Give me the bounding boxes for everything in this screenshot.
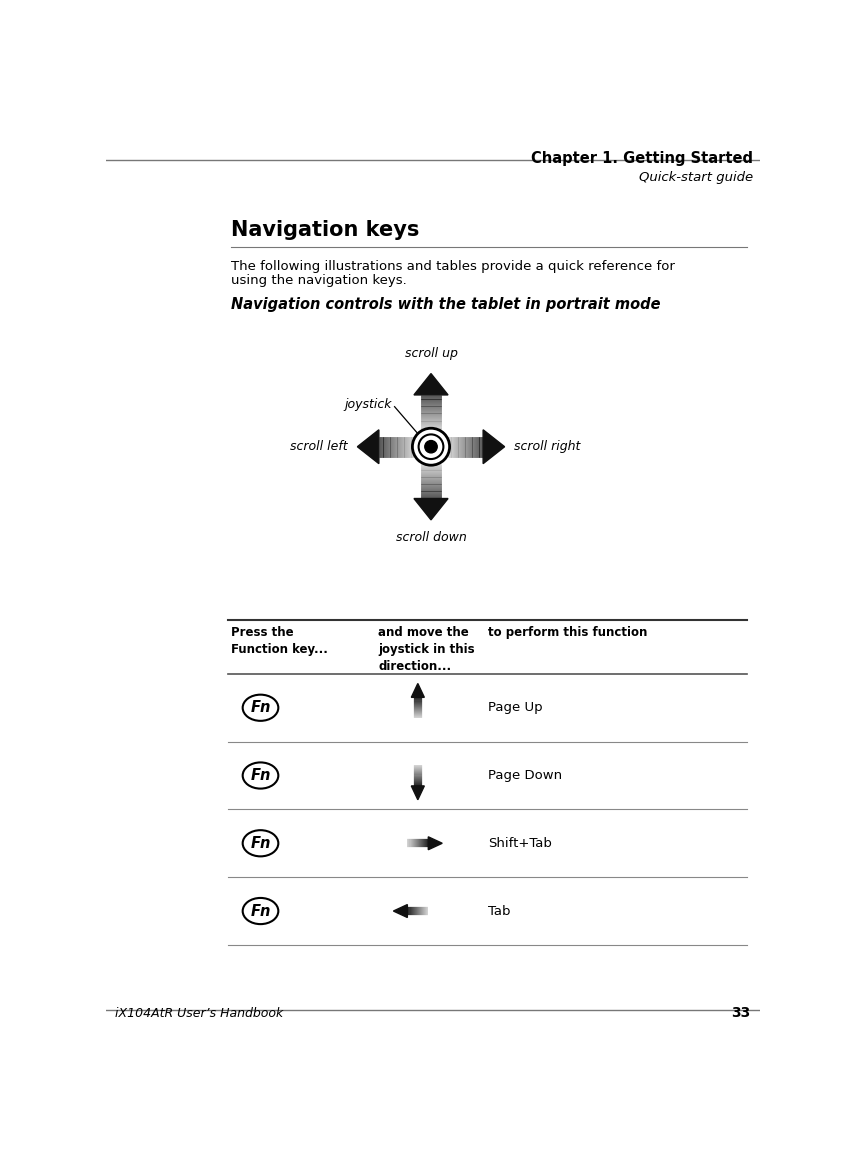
Text: Navigation keys: Navigation keys bbox=[231, 220, 419, 239]
Text: The following illustrations and tables provide a quick reference for: The following illustrations and tables p… bbox=[231, 260, 675, 273]
Text: Quick-start guide: Quick-start guide bbox=[639, 171, 753, 184]
Text: Fn: Fn bbox=[251, 768, 271, 783]
Text: 33: 33 bbox=[731, 1007, 750, 1021]
Polygon shape bbox=[393, 904, 408, 918]
Text: iX104AtR User’s Handbook: iX104AtR User’s Handbook bbox=[115, 1007, 283, 1021]
Polygon shape bbox=[357, 430, 379, 464]
Text: Navigation controls with the tablet in portrait mode: Navigation controls with the tablet in p… bbox=[231, 297, 661, 312]
Text: Tab: Tab bbox=[489, 904, 511, 918]
Text: Press the
Function key...: Press the Function key... bbox=[231, 627, 328, 657]
Polygon shape bbox=[411, 683, 425, 697]
Text: Fn: Fn bbox=[251, 701, 271, 716]
Text: scroll right: scroll right bbox=[514, 440, 581, 453]
Polygon shape bbox=[411, 786, 425, 800]
Polygon shape bbox=[483, 430, 505, 464]
Text: scroll up: scroll up bbox=[404, 347, 457, 360]
Text: scroll left: scroll left bbox=[290, 440, 348, 453]
Text: scroll down: scroll down bbox=[396, 531, 467, 543]
Polygon shape bbox=[414, 373, 448, 395]
Text: Chapter 1. Getting Started: Chapter 1. Getting Started bbox=[531, 151, 753, 166]
Text: joystick: joystick bbox=[344, 398, 392, 410]
Polygon shape bbox=[414, 498, 448, 520]
Text: Fn: Fn bbox=[251, 904, 271, 919]
Polygon shape bbox=[428, 837, 442, 850]
Text: Fn: Fn bbox=[251, 836, 271, 851]
Circle shape bbox=[425, 440, 437, 453]
Text: Shift+Tab: Shift+Tab bbox=[489, 837, 552, 850]
Text: and move the
joystick in this
direction...: and move the joystick in this direction.… bbox=[378, 627, 475, 673]
Text: using the navigation keys.: using the navigation keys. bbox=[231, 274, 407, 287]
Text: Page Up: Page Up bbox=[489, 702, 543, 714]
Text: to perform this function: to perform this function bbox=[489, 627, 647, 639]
Text: Page Down: Page Down bbox=[489, 769, 562, 781]
Circle shape bbox=[413, 428, 450, 465]
